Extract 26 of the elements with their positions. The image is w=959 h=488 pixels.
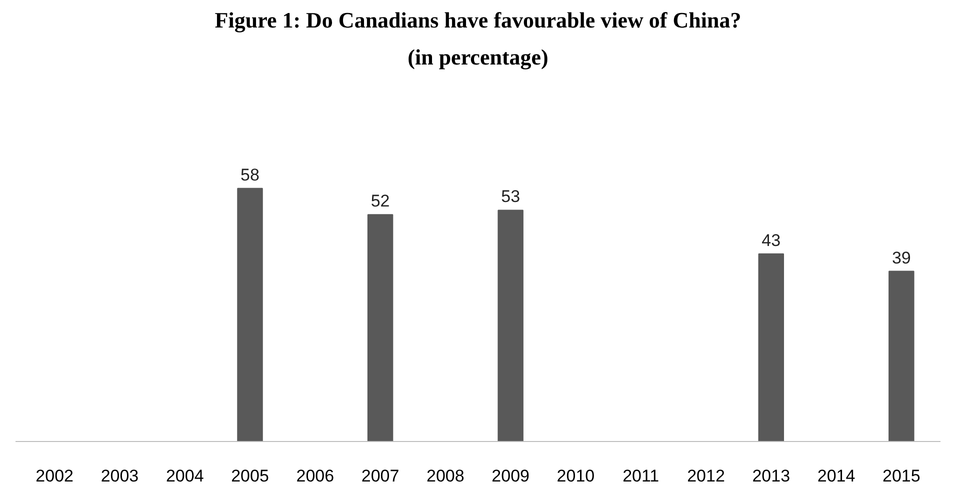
x-tick-label: 2013 <box>752 466 790 486</box>
x-tick-label: 2005 <box>231 466 269 486</box>
x-tick-label: 2009 <box>492 466 530 486</box>
x-tick-label: 2004 <box>166 466 204 486</box>
bar <box>498 210 524 442</box>
x-tick-label: 2003 <box>100 466 139 486</box>
x-tick-label: 2008 <box>426 466 464 486</box>
data-label: 52 <box>370 192 390 211</box>
bar <box>367 214 394 442</box>
data-label: 43 <box>762 230 781 250</box>
chart-title: Figure 1: Do Canadians have favourable view of China? <box>214 8 742 32</box>
x-tick-label: 2012 <box>687 466 725 486</box>
x-tick-label: 2015 <box>882 466 920 486</box>
x-tick-label: 2011 <box>622 466 660 486</box>
x-tick-label: 2006 <box>296 466 334 486</box>
data-label: 58 <box>240 165 260 184</box>
x-tick-label: 2002 <box>36 466 74 486</box>
data-label: 39 <box>892 248 911 268</box>
bar <box>888 270 914 442</box>
data-label: 53 <box>501 187 520 206</box>
x-tick-label: 2010 <box>556 466 595 486</box>
x-tick-label: 2007 <box>361 466 400 486</box>
bar <box>758 253 784 442</box>
x-tick-label: 2014 <box>817 466 856 486</box>
bar <box>237 188 263 442</box>
chart-subtitle: (in percentage) <box>408 44 548 70</box>
